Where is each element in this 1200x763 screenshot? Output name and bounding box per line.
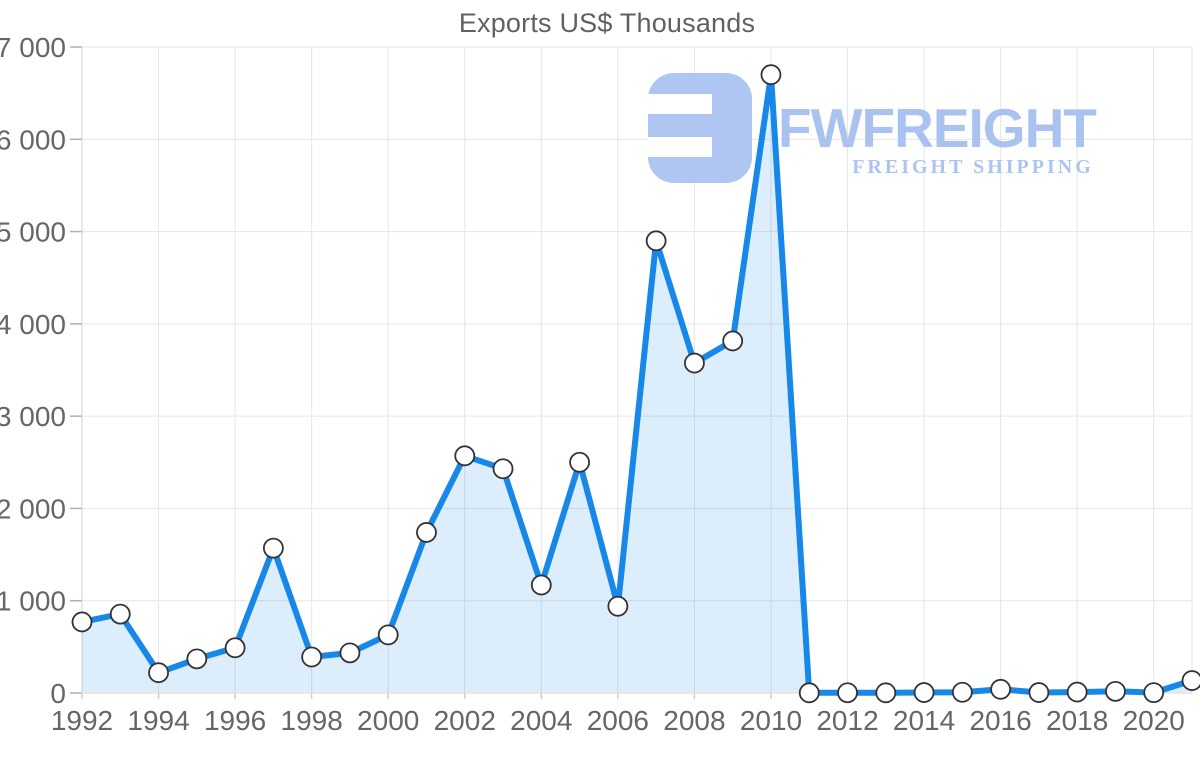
data-point-1996[interactable]: [224, 637, 246, 659]
x-tick-label: 2000: [357, 705, 419, 736]
x-tick-label: 2004: [510, 705, 572, 736]
data-point-2008[interactable]: [684, 352, 705, 374]
watermark-brand-text: FWFREIGHT: [778, 97, 1097, 159]
x-tick-label: 2018: [1046, 705, 1108, 736]
data-point-1995[interactable]: [186, 648, 208, 670]
data-point-2012[interactable]: [837, 682, 858, 704]
data-point-2002[interactable]: [454, 445, 476, 467]
data-point-1997[interactable]: [262, 537, 284, 559]
data-point-2004[interactable]: [530, 574, 552, 596]
data-point-2015[interactable]: [951, 681, 973, 703]
data-point-2011[interactable]: [798, 682, 820, 704]
data-point-1998[interactable]: [301, 646, 323, 668]
data-point-2016[interactable]: [990, 678, 1012, 700]
data-point-2010[interactable]: [760, 64, 782, 86]
data-point-1993[interactable]: [109, 603, 131, 625]
data-point-2009[interactable]: [722, 330, 744, 352]
data-point-2007[interactable]: [645, 230, 667, 252]
y-tick-label: 6 000: [0, 124, 66, 155]
fwfreight-logo-icon: [648, 73, 752, 183]
logo-icon-slot-top: [648, 94, 712, 114]
data-point-2021[interactable]: [1181, 670, 1200, 691]
logo-icon-body: [648, 73, 752, 183]
x-tick-label: 1994: [127, 705, 189, 736]
data-point-1994[interactable]: [148, 662, 169, 684]
data-point-2006[interactable]: [607, 595, 629, 617]
data-point-2001[interactable]: [416, 522, 437, 543]
fwfreight-watermark: FWFREIGHT FREIGHT SHIPPING: [648, 68, 1200, 188]
data-point-1992[interactable]: [71, 611, 93, 633]
x-tick-label: 2002: [434, 705, 496, 736]
x-tick-label: 2006: [587, 705, 649, 736]
x-tick-label: 2014: [893, 705, 955, 736]
data-point-2017[interactable]: [1028, 682, 1050, 703]
logo-icon-slot-bottom: [648, 137, 712, 157]
y-tick-label: 2 000: [0, 493, 66, 524]
data-point-2020[interactable]: [1143, 682, 1165, 704]
y-tick-label: 1 000: [0, 586, 66, 617]
chart-title: Exports US$ Thousands: [458, 8, 756, 38]
data-point-2003[interactable]: [492, 458, 514, 480]
y-tick-label: 4 000: [0, 309, 66, 340]
watermark-tagline-text: FREIGHT SHIPPING: [852, 156, 1094, 178]
x-tick-label: 1992: [51, 705, 113, 736]
data-point-2005[interactable]: [569, 451, 590, 473]
x-tick-label: 1996: [204, 705, 266, 736]
data-point-1999[interactable]: [339, 642, 361, 664]
data-point-2018[interactable]: [1066, 681, 1088, 703]
x-tick-label: 2010: [740, 705, 802, 736]
y-tick-label: 5 000: [0, 217, 66, 248]
data-point-2014[interactable]: [913, 682, 935, 703]
x-tick-label: 2012: [816, 705, 878, 736]
x-tick-label: 2008: [663, 705, 725, 736]
data-point-2013[interactable]: [875, 682, 897, 704]
x-tick-label: 2016: [969, 705, 1031, 736]
x-tick-label: 2020: [1123, 705, 1185, 736]
x-tick-label: 1998: [281, 705, 343, 736]
data-point-2019[interactable]: [1105, 680, 1126, 702]
y-tick-label: 0: [50, 678, 66, 709]
y-tick-label: 3 000: [0, 401, 66, 432]
data-point-2000[interactable]: [377, 624, 399, 646]
